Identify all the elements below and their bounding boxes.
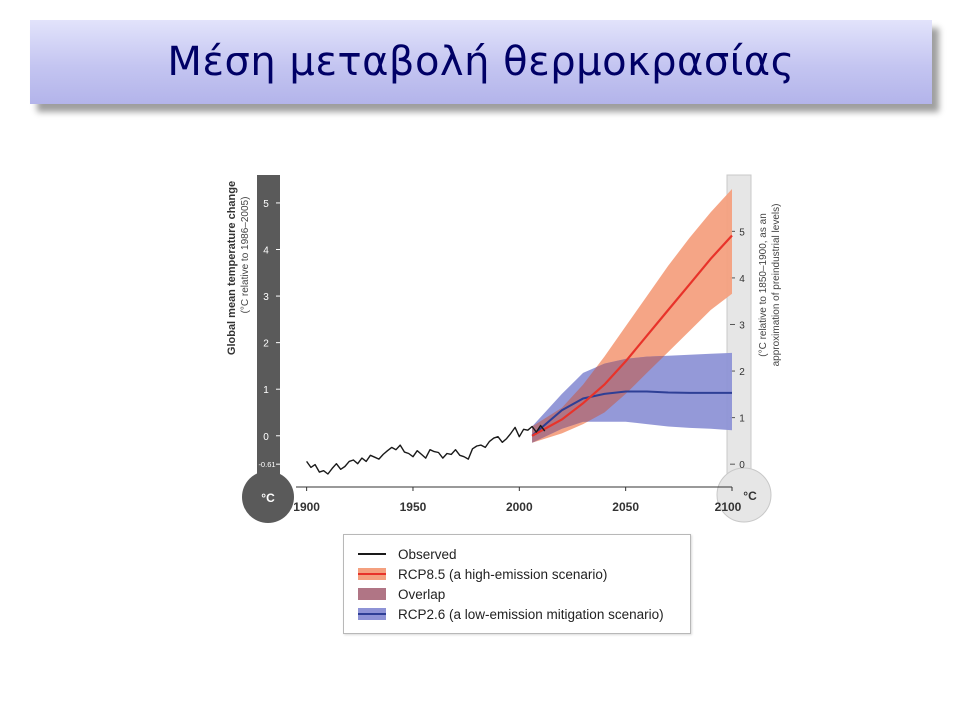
right-thermometer-bulb	[716, 467, 772, 523]
right-tick-label: 4	[739, 274, 745, 285]
x-tick-label: 1950	[400, 500, 427, 514]
right-thermometer-tube	[726, 174, 752, 486]
legend-label-rcp26: RCP2.6 (a low-emission mitigation scenar…	[398, 606, 664, 622]
left-tick-label: 4	[263, 246, 269, 257]
right-tick-label: 5	[739, 227, 745, 238]
right-tick-label: 1	[739, 414, 745, 425]
rcp85-band	[532, 189, 732, 443]
legend-label-observed: Observed	[398, 546, 457, 562]
legend-item-rcp85: RCP8.5 (a high-emission scenario)	[358, 565, 607, 583]
right-bulb-unit: °C	[743, 489, 757, 503]
legend-item-observed: Observed	[358, 545, 457, 563]
title-banner: Μέση μεταβολή θερμοκρασίας	[30, 20, 932, 104]
legend-item-rcp26: RCP2.6 (a low-emission mitigation scenar…	[358, 605, 664, 623]
left-thermometer-tube	[257, 175, 280, 485]
right-tick-label: 3	[739, 320, 745, 331]
legend-swatch-rcp26	[358, 608, 386, 620]
legend-label-overlap: Overlap	[398, 586, 446, 602]
legend-swatch-overlap	[358, 588, 386, 600]
left-tick-label: 3	[263, 292, 269, 303]
x-tick-label: 2000	[506, 500, 533, 514]
legend-label-rcp85: RCP8.5 (a high-emission scenario)	[398, 566, 608, 582]
left-axis-label: Global mean temperature change	[226, 181, 238, 355]
slide-title: Μέση μεταβολή θερμοκρασίας	[167, 39, 795, 85]
left-tick-label: 1	[263, 385, 269, 396]
observed-line	[306, 424, 546, 475]
left-bulb-unit: °C	[261, 491, 275, 505]
rcp85-line	[531, 234, 733, 437]
x-tick-label: 2050	[612, 500, 639, 514]
chart-legend: Observed RCP8.5 (a high-emission scenari…	[343, 534, 691, 634]
left-tick-label: 0	[263, 432, 269, 443]
legend-swatch-observed	[358, 548, 386, 560]
left-tick-label: 5	[263, 199, 269, 210]
legend-item-overlap: Overlap	[358, 585, 445, 603]
right-tick-label: 2	[739, 367, 745, 378]
rcp26-line	[531, 390, 732, 437]
left-tick-label-offset: -0.61	[258, 460, 275, 469]
right-axis-label-line2: approximation of preindustrial levels)	[771, 204, 782, 367]
left-thermometer-bulb	[242, 471, 294, 523]
x-tick-label: 1900	[293, 500, 320, 514]
legend-swatch-rcp85	[358, 568, 386, 580]
right-tick-label: 0	[739, 460, 745, 471]
x-tick-label: 2100	[715, 500, 742, 514]
right-axis-label-line1: (°C relative to 1850–1900, as an	[758, 213, 769, 357]
left-axis-sublabel: (°C relative to 1986–2005)	[240, 197, 251, 314]
left-tick-label: 2	[263, 339, 269, 350]
